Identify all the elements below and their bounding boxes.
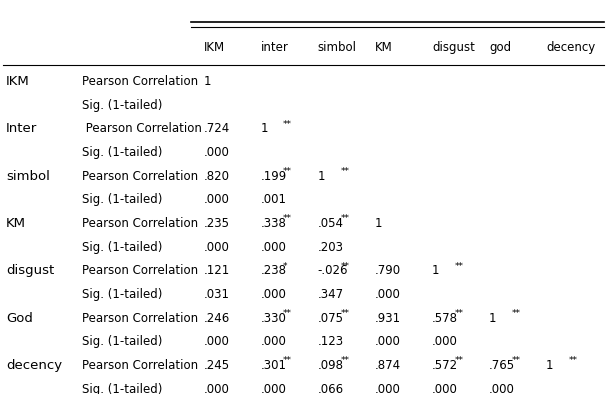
- Text: .000: .000: [261, 241, 286, 254]
- Text: .066: .066: [318, 383, 344, 394]
- Text: .000: .000: [203, 193, 230, 206]
- Text: .098: .098: [318, 359, 343, 372]
- Text: **: **: [512, 356, 521, 365]
- Text: .001: .001: [261, 193, 287, 206]
- Text: .000: .000: [375, 288, 401, 301]
- Text: .820: .820: [203, 169, 230, 182]
- Text: **: **: [340, 167, 350, 176]
- Text: .235: .235: [203, 217, 230, 230]
- Text: Inter: Inter: [6, 122, 37, 135]
- Text: 1: 1: [203, 75, 211, 88]
- Text: .000: .000: [375, 383, 401, 394]
- Text: .338: .338: [261, 217, 286, 230]
- Text: 1: 1: [546, 359, 554, 372]
- Text: disgust: disgust: [432, 41, 475, 54]
- Text: **: **: [340, 309, 350, 318]
- Text: .790: .790: [375, 264, 401, 277]
- Text: Sig. (1-tailed): Sig. (1-tailed): [82, 98, 163, 112]
- Text: Pearson Correlation: Pearson Correlation: [82, 169, 198, 182]
- Text: **: **: [340, 262, 350, 271]
- Text: decency: decency: [6, 359, 62, 372]
- Text: KM: KM: [375, 41, 393, 54]
- Text: Pearson Correlation: Pearson Correlation: [82, 264, 198, 277]
- Text: 1: 1: [318, 169, 325, 182]
- Text: .000: .000: [203, 335, 230, 348]
- Text: .075: .075: [318, 312, 343, 325]
- Text: .874: .874: [375, 359, 401, 372]
- Text: IKM: IKM: [6, 75, 30, 88]
- Text: .246: .246: [203, 312, 230, 325]
- Text: Pearson Correlation: Pearson Correlation: [82, 312, 198, 325]
- Text: **: **: [454, 262, 463, 271]
- Text: *: *: [283, 262, 287, 271]
- Text: .203: .203: [318, 241, 343, 254]
- Text: **: **: [569, 356, 578, 365]
- Text: **: **: [283, 309, 292, 318]
- Text: **: **: [454, 309, 463, 318]
- Text: .000: .000: [375, 335, 401, 348]
- Text: **: **: [340, 214, 350, 223]
- Text: .031: .031: [203, 288, 230, 301]
- Text: .572: .572: [432, 359, 458, 372]
- Text: .765: .765: [489, 359, 515, 372]
- Text: .301: .301: [261, 359, 287, 372]
- Text: Sig. (1-tailed): Sig. (1-tailed): [82, 146, 163, 159]
- Text: .000: .000: [261, 288, 286, 301]
- Text: 1: 1: [261, 122, 268, 135]
- Text: simbol: simbol: [318, 41, 357, 54]
- Text: Pearson Correlation: Pearson Correlation: [82, 75, 198, 88]
- Text: .000: .000: [261, 335, 286, 348]
- Text: Pearson Correlation: Pearson Correlation: [82, 122, 202, 135]
- Text: .000: .000: [432, 335, 458, 348]
- Text: God: God: [6, 312, 33, 325]
- Text: Sig. (1-tailed): Sig. (1-tailed): [82, 288, 163, 301]
- Text: Pearson Correlation: Pearson Correlation: [82, 217, 198, 230]
- Text: KM: KM: [6, 217, 26, 230]
- Text: decency: decency: [546, 41, 596, 54]
- Text: .121: .121: [203, 264, 230, 277]
- Text: 1: 1: [489, 312, 496, 325]
- Text: Sig. (1-tailed): Sig. (1-tailed): [82, 193, 163, 206]
- Text: .000: .000: [489, 383, 515, 394]
- Text: .931: .931: [375, 312, 401, 325]
- Text: **: **: [512, 309, 521, 318]
- Text: .054: .054: [318, 217, 343, 230]
- Text: .000: .000: [203, 241, 230, 254]
- Text: **: **: [283, 356, 292, 365]
- Text: Sig. (1-tailed): Sig. (1-tailed): [82, 335, 163, 348]
- Text: 1: 1: [375, 217, 382, 230]
- Text: **: **: [340, 356, 350, 365]
- Text: .245: .245: [203, 359, 230, 372]
- Text: simbol: simbol: [6, 169, 50, 182]
- Text: .000: .000: [203, 383, 230, 394]
- Text: disgust: disgust: [6, 264, 54, 277]
- Text: .123: .123: [318, 335, 344, 348]
- Text: .000: .000: [203, 146, 230, 159]
- Text: 1: 1: [432, 264, 439, 277]
- Text: Pearson Correlation: Pearson Correlation: [82, 359, 198, 372]
- Text: .724: .724: [203, 122, 230, 135]
- Text: **: **: [283, 167, 292, 176]
- Text: .199: .199: [261, 169, 287, 182]
- Text: Sig. (1-tailed): Sig. (1-tailed): [82, 241, 163, 254]
- Text: Sig. (1-tailed): Sig. (1-tailed): [82, 383, 163, 394]
- Text: **: **: [454, 356, 463, 365]
- Text: .578: .578: [432, 312, 458, 325]
- Text: .330: .330: [261, 312, 286, 325]
- Text: .000: .000: [432, 383, 458, 394]
- Text: .347: .347: [318, 288, 344, 301]
- Text: IKM: IKM: [203, 41, 225, 54]
- Text: god: god: [489, 41, 511, 54]
- Text: .000: .000: [261, 383, 286, 394]
- Text: -.026: -.026: [318, 264, 348, 277]
- Text: **: **: [283, 120, 292, 129]
- Text: .238: .238: [261, 264, 287, 277]
- Text: inter: inter: [261, 41, 289, 54]
- Text: **: **: [283, 214, 292, 223]
